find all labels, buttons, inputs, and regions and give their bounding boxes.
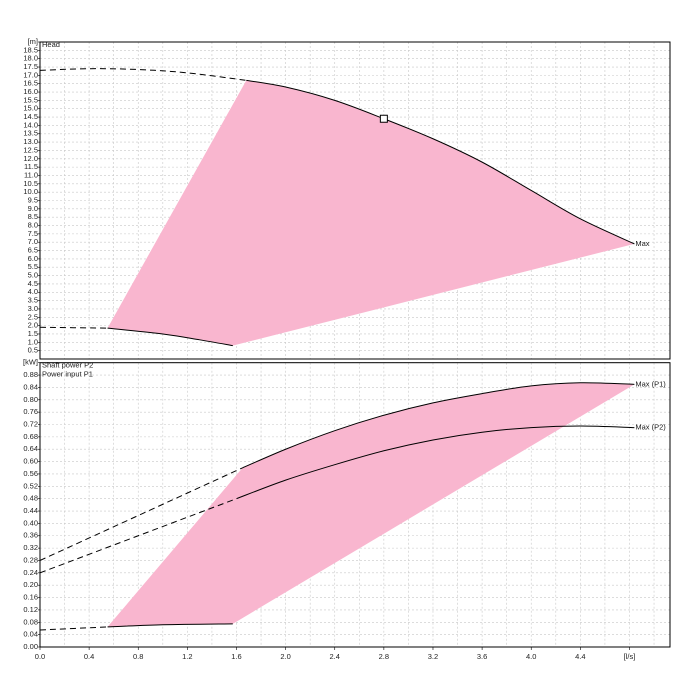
dashed-curve (39, 68, 247, 81)
x-tick-label: 4.0 (526, 652, 536, 661)
y-tick-label: 10.5 (23, 179, 38, 188)
y-tick-label: 0.16 (23, 593, 38, 602)
y-tick-label: 18.5 (23, 45, 38, 54)
y-tick-label: 0.20 (23, 580, 38, 589)
y-tick-label: 2.0 (28, 321, 38, 330)
x-tick-label: 4.4 (575, 652, 585, 661)
dashed-curve (39, 467, 243, 561)
dashed-curve (39, 326, 108, 329)
y-tick-label: 0.32 (23, 543, 38, 552)
y-tick-label: 5.5 (28, 262, 38, 271)
panel-frame (39, 362, 671, 648)
y-tick-label: 15.5 (23, 95, 38, 104)
curve (107, 623, 233, 628)
curve (236, 425, 635, 500)
y-tick-label: 11.5 (24, 162, 38, 171)
y-tick-label: 12.0 (23, 154, 38, 163)
y-tick-label: 0.40 (23, 518, 38, 527)
y-tick-label: 5.0 (28, 271, 38, 280)
curve (246, 79, 635, 245)
curve-label: Max (635, 239, 649, 248)
y-tick-label: 0.60 (23, 457, 38, 466)
y-tick-label: 0.00 (23, 642, 38, 651)
y-tick-label: 12.5 (23, 145, 38, 154)
y-tick-label: 6.5 (28, 246, 38, 255)
y-tick-label: 3.5 (28, 296, 38, 305)
x-tick-label: 2.0 (280, 652, 290, 661)
y-tick-label: 0.28 (23, 555, 38, 564)
y-tick-label: 9.0 (28, 204, 38, 213)
panel-title: Shaft power P2 (42, 361, 93, 370)
y-tick-label: 0.80 (23, 395, 38, 404)
x-tick-label: 1.2 (182, 652, 192, 661)
y-tick-label: 0.08 (23, 617, 38, 626)
panel-frame (39, 41, 671, 360)
y-tick-label: [m] (28, 37, 38, 46)
y-tick-label: 14.0 (23, 120, 38, 129)
y-tick-label: 0.5 (28, 346, 38, 355)
panel-title: Power input P1 (42, 370, 93, 379)
x-tick-label: 3.2 (428, 652, 438, 661)
y-tick-label: 0.12 (23, 605, 38, 614)
y-tick-label: 0.24 (23, 568, 38, 577)
duty-point (379, 114, 388, 123)
y-tick-label: 15.0 (23, 104, 38, 113)
y-tick-label: 0.36 (23, 531, 38, 540)
x-tick-label: 2.8 (379, 652, 389, 661)
y-tick-label: 0.52 (23, 481, 38, 490)
y-tick-label: 14.5 (23, 112, 38, 121)
y-tick-label: 1.5 (28, 329, 38, 338)
y-tick-label: 4.5 (28, 279, 38, 288)
curve-label: Max (P2) (635, 423, 666, 432)
y-tick-label: 0.68 (23, 432, 38, 441)
y-tick-label: 2.5 (28, 312, 38, 321)
y-tick-label: 0.64 (23, 444, 38, 453)
y-tick-label: 13.5 (23, 129, 38, 138)
y-tick-label: 0.56 (23, 469, 38, 478)
y-tick-label: 0.72 (23, 419, 38, 428)
y-tick-label: 4.0 (28, 287, 38, 296)
y-tick-label: 0.76 (23, 407, 38, 416)
y-tick-label: 1.0 (28, 337, 38, 346)
x-tick-label: 3.6 (477, 652, 487, 661)
y-tick-label: 9.5 (28, 195, 38, 204)
y-tick-label: 10.0 (23, 187, 38, 196)
y-tick-label: 18.0 (23, 54, 38, 63)
x-tick-label: 2.4 (330, 652, 340, 661)
y-tick-label: 7.0 (28, 237, 38, 246)
y-tick-label: 0.84 (23, 382, 38, 391)
y-tick-label: 7.5 (28, 229, 38, 238)
y-tick-label: 8.0 (28, 221, 38, 230)
operating-area (107, 80, 635, 346)
y-tick-label: 17.0 (23, 70, 38, 79)
x-tick-label: 0.8 (133, 652, 143, 661)
x-tick-label: [l/s] (624, 652, 636, 661)
x-tick-label: 0.0 (35, 652, 45, 661)
y-tick-label: [kW] (23, 358, 38, 367)
operating-area (107, 382, 635, 627)
curve (107, 327, 233, 347)
y-tick-label: 0.44 (23, 506, 38, 515)
x-tick-label: 1.6 (231, 652, 241, 661)
dashed-curve (39, 626, 108, 631)
curve (242, 382, 635, 469)
y-tick-label: 11.0 (24, 170, 38, 179)
panel-title: Head (42, 40, 60, 49)
y-tick-label: 16.0 (23, 87, 38, 96)
y-tick-label: 8.5 (28, 212, 38, 221)
y-tick-label: 13.0 (23, 137, 38, 146)
y-tick-label: 17.5 (23, 62, 38, 71)
y-tick-label: 0.88 (23, 370, 38, 379)
curve-label: Max (P1) (635, 379, 666, 388)
y-tick-label: 6.0 (28, 254, 38, 263)
y-tick-label: 0.48 (23, 494, 38, 503)
y-tick-label: 3.0 (28, 304, 38, 313)
y-tick-label: 0.04 (23, 630, 38, 639)
x-tick-label: 0.4 (84, 652, 94, 661)
dashed-curve (39, 498, 237, 574)
y-tick-label: 16.5 (23, 79, 38, 88)
